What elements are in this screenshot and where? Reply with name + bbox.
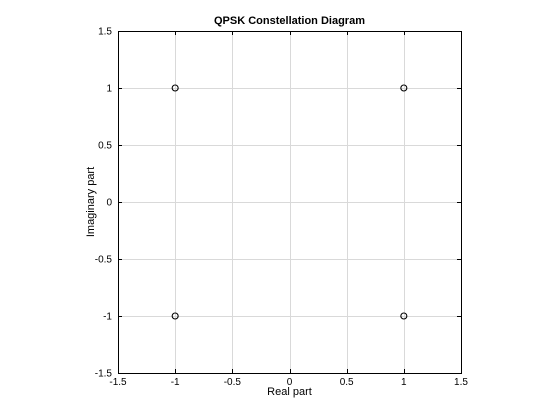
y-axis-label: Imaginary part (85, 167, 97, 237)
y-tick-label: 1.5 (98, 27, 112, 38)
y-tick-label: 1 (106, 84, 112, 95)
constellation-point (400, 84, 408, 92)
y-tick-label: 0 (106, 198, 112, 209)
x-axis-label: Real part (267, 386, 312, 398)
y-tick-label: 0.5 (98, 141, 112, 152)
x-tick-labels: -1.5 -1 -0.5 0 0.5 1 1.5 (109, 377, 468, 388)
x-tick-label: 1 (401, 377, 407, 388)
x-tick-label: -0.5 (224, 377, 242, 388)
y-tick-label: -1 (103, 312, 112, 323)
x-tick-label: -1.5 (109, 377, 127, 388)
data-points (171, 84, 408, 320)
x-tick-label: -1 (171, 377, 180, 388)
x-tick-label: 0 (287, 377, 293, 388)
x-tick-label: 0.5 (340, 377, 354, 388)
chart-title: QPSK Constellation Diagram (214, 15, 365, 27)
tick-marks (118, 31, 462, 374)
constellation-point (171, 84, 179, 92)
constellation-point (171, 312, 179, 320)
y-tick-label: -1.5 (95, 369, 113, 380)
y-tick-labels: -1.5 -1 -0.5 0 0.5 1 1.5 (95, 27, 113, 380)
y-tick-label: -0.5 (95, 255, 113, 266)
x-tick-label: 1.5 (454, 377, 468, 388)
constellation-point (400, 312, 408, 320)
